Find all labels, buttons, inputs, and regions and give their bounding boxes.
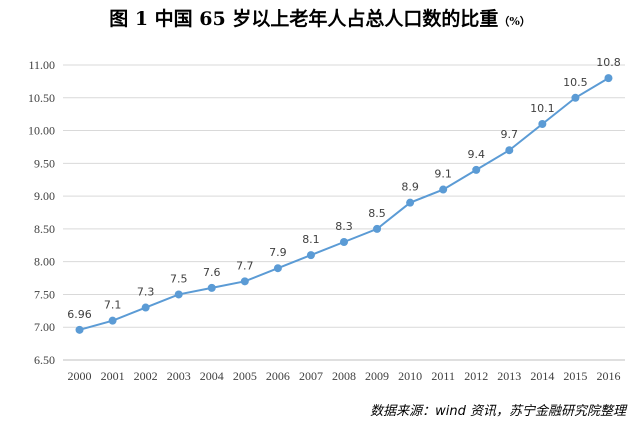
x-tick-label: 2011 <box>431 369 455 383</box>
data-label: 8.1 <box>302 233 320 246</box>
data-label: 6.96 <box>67 308 92 321</box>
x-tick-label: 2004 <box>200 369 224 383</box>
x-tick-label: 2005 <box>233 369 257 383</box>
data-label: 10.8 <box>596 56 621 69</box>
x-tick-label: 2006 <box>266 369 290 383</box>
data-point <box>439 185 448 194</box>
x-tick-label: 2003 <box>167 369 191 383</box>
x-tick-label: 2015 <box>563 369 587 383</box>
data-label: 8.3 <box>335 220 353 233</box>
y-tick-label: 8.00 <box>34 255 55 269</box>
series-share-65plus <box>75 74 613 334</box>
x-tick-label: 2000 <box>68 369 92 383</box>
data-point <box>240 277 249 286</box>
data-label: 10.1 <box>530 102 555 115</box>
data-label: 9.4 <box>467 148 485 161</box>
x-tick-label: 2007 <box>299 369 323 383</box>
data-point <box>306 251 315 260</box>
y-tick-label: 9.50 <box>34 156 55 170</box>
y-tick-label: 9.00 <box>34 189 55 203</box>
data-label: 8.9 <box>401 181 419 194</box>
x-tick-label: 2001 <box>101 369 125 383</box>
data-label: 7.6 <box>203 266 221 279</box>
data-point <box>472 165 481 174</box>
y-tick-label: 7.00 <box>34 320 55 334</box>
data-point <box>340 238 348 246</box>
data-point <box>75 325 84 334</box>
y-tick-label: 6.50 <box>34 353 55 367</box>
data-point <box>571 93 580 102</box>
x-tick-label: 2013 <box>497 369 521 383</box>
x-tick-label: 2016 <box>596 369 620 383</box>
data-label: 7.3 <box>137 286 155 299</box>
y-tick-label: 11.00 <box>28 58 55 72</box>
data-label: 8.5 <box>368 207 386 220</box>
data-point <box>108 316 117 325</box>
y-tick-label: 10.50 <box>28 91 55 105</box>
data-label: 10.5 <box>563 76 588 89</box>
data-label: 7.5 <box>170 272 188 285</box>
chart-unit: （%） <box>498 15 531 28</box>
x-tick-label: 2014 <box>530 369 554 383</box>
series-line <box>79 77 609 331</box>
data-point <box>141 303 150 312</box>
data-label: 7.9 <box>269 246 287 259</box>
y-tick-label: 8.50 <box>34 222 55 236</box>
x-tick-label: 2010 <box>398 369 422 383</box>
x-tick-label: 2008 <box>332 369 356 383</box>
data-point <box>406 198 415 207</box>
y-tick-label: 7.50 <box>34 287 55 301</box>
data-point <box>273 264 282 273</box>
data-point <box>207 283 216 292</box>
data-point <box>373 224 382 233</box>
data-point <box>174 290 183 299</box>
data-label: 7.7 <box>236 259 254 272</box>
x-tick-label: 2012 <box>464 369 488 383</box>
gridlines <box>63 64 625 328</box>
data-point <box>505 146 514 155</box>
data-point <box>604 74 613 83</box>
source-note: 数据来源：wind 资讯，苏宁金融研究院整理 <box>370 404 626 419</box>
chart-title: 图 1 中国 65 岁以上老年人占总人口数的比重（%） <box>109 8 531 30</box>
y-tick-label: 10.00 <box>28 124 55 138</box>
x-tick-label: 2009 <box>365 369 389 383</box>
data-label: 9.1 <box>434 168 452 181</box>
axes: 6.50 7.00 7.50 8.00 8.50 9.00 9.50 10.00 10.50 11… <box>28 58 625 383</box>
data-label: 7.1 <box>104 299 122 312</box>
x-tick-label: 2002 <box>134 369 158 383</box>
data-label: 9.7 <box>501 128 519 141</box>
data-point <box>538 120 547 128</box>
data-labels: 6.96 7.1 7.3 7.5 7.6 7.7 7.9 8.1 8.3 8.5 8.9 9.1 9.4… <box>67 56 620 321</box>
